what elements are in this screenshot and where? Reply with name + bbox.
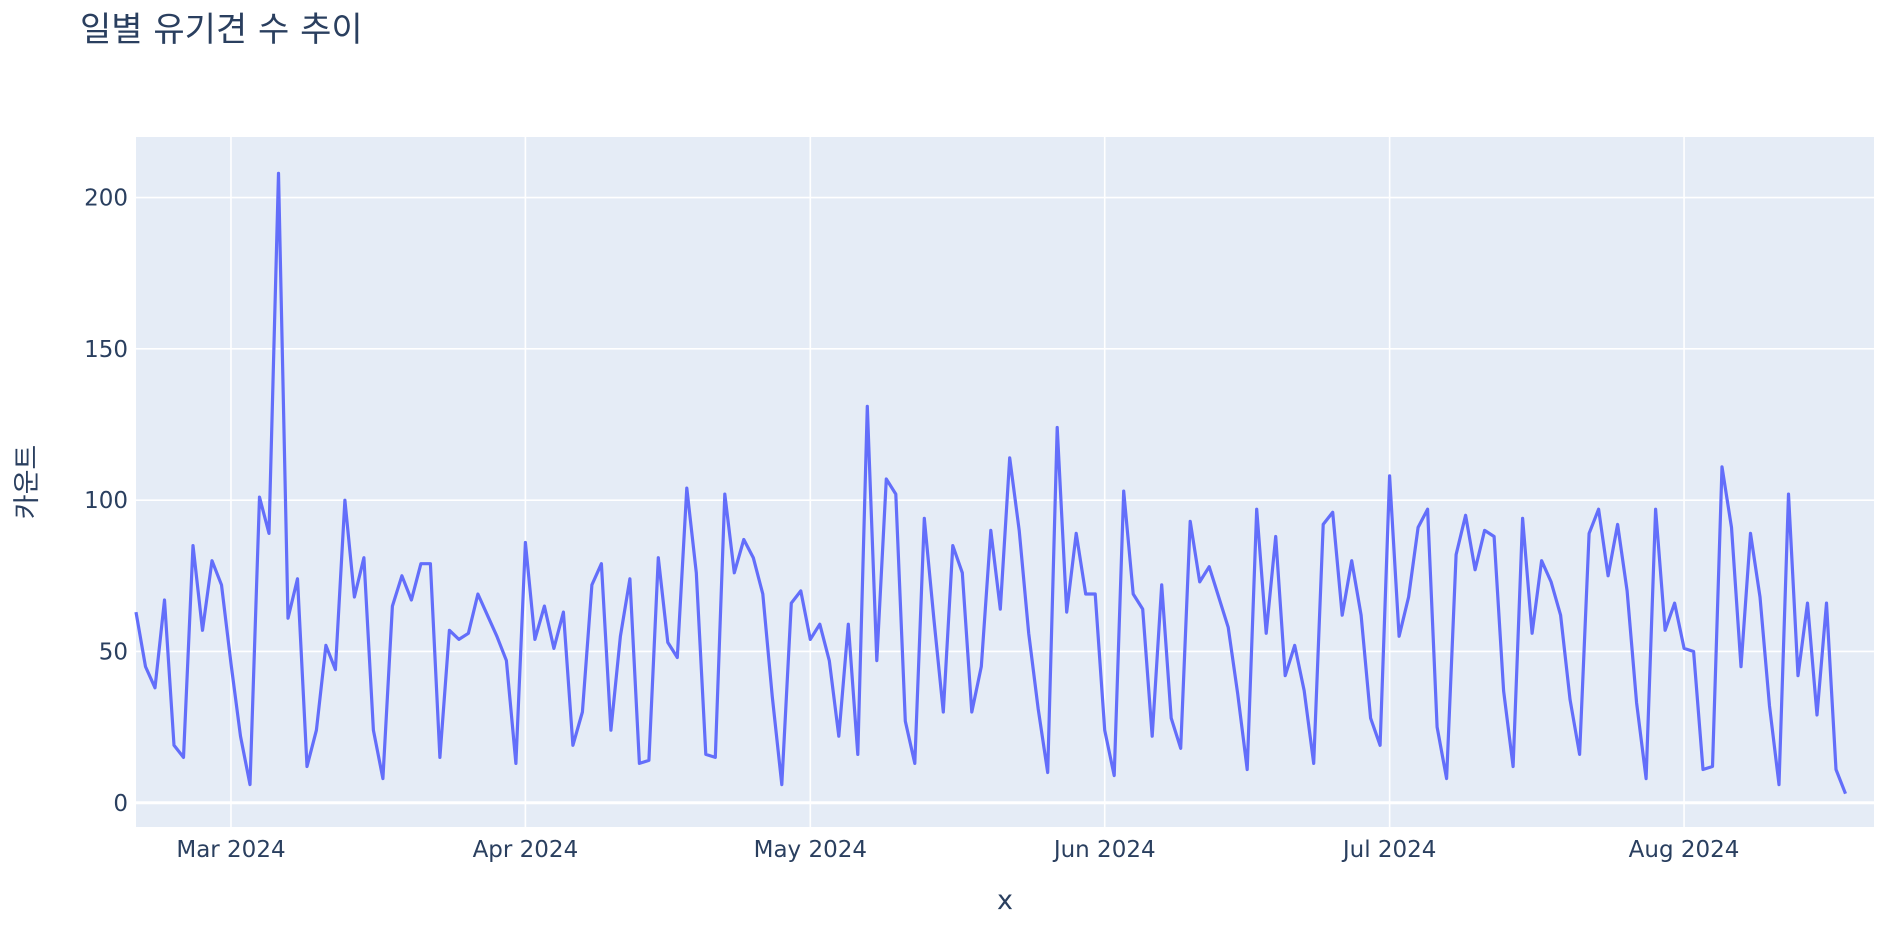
x-tick-label: Mar 2024 <box>176 837 285 863</box>
y-tick-label: 200 <box>84 186 128 212</box>
x-axis-title: x <box>997 885 1013 916</box>
x-tick-label: May 2024 <box>754 837 867 863</box>
horizontal-gridlines <box>136 196 1874 805</box>
series-layer <box>134 171 1847 795</box>
x-tick-label: Jul 2024 <box>1341 837 1437 863</box>
plot-background <box>136 137 1874 827</box>
y-tick-label: 50 <box>99 639 128 665</box>
x-tick-label: Jun 2024 <box>1052 837 1156 863</box>
y-tick-labels: 0 50 100 150 200 <box>84 186 128 817</box>
y-tick-label: 150 <box>84 337 128 363</box>
chart-title: 일별 유기견 수 추이 <box>80 10 363 50</box>
vertical-gridlines <box>230 137 1685 827</box>
y-tick-label: 100 <box>84 488 128 514</box>
y-axis-title: 카운트 <box>12 445 43 520</box>
y-tick-label: 0 <box>113 791 128 817</box>
x-tick-label: Apr 2024 <box>473 837 579 863</box>
x-tick-labels: Mar 2024 Apr 2024 May 2024 Jun 2024 Jul 2024… <box>176 837 1739 863</box>
series-line <box>134 171 1847 795</box>
x-tick-label: Aug 2024 <box>1629 837 1740 863</box>
